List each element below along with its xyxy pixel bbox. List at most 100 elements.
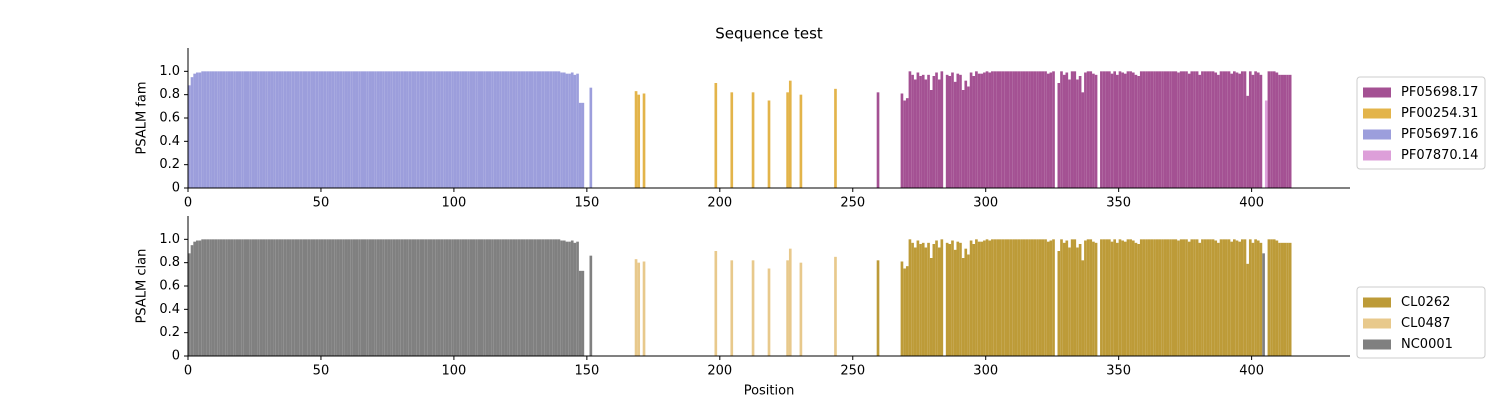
bar	[291, 71, 295, 188]
bar	[198, 72, 202, 188]
bar	[262, 239, 266, 356]
bar	[445, 239, 449, 356]
bar	[999, 71, 1002, 188]
bar	[1068, 247, 1071, 356]
bar	[472, 71, 476, 188]
bar	[358, 71, 361, 188]
bar	[475, 71, 478, 188]
bar	[283, 71, 287, 188]
bar	[903, 100, 906, 188]
bar	[363, 71, 367, 188]
bar	[1217, 242, 1220, 356]
bar	[1275, 240, 1279, 356]
bar	[493, 239, 497, 356]
bar	[570, 240, 574, 356]
bar	[1240, 239, 1244, 356]
bar	[786, 260, 789, 356]
bar	[953, 249, 957, 356]
bar	[1030, 239, 1034, 356]
bar	[911, 74, 914, 188]
bar	[1084, 72, 1087, 188]
bar	[461, 239, 465, 356]
bar	[241, 239, 244, 356]
bar	[983, 240, 986, 356]
bar	[905, 266, 909, 356]
bar	[1145, 239, 1148, 356]
bar	[1238, 73, 1241, 188]
bar	[1001, 239, 1005, 356]
x-tick-label: 300	[973, 364, 998, 379]
bar	[1254, 239, 1257, 356]
bar	[190, 77, 194, 188]
y-axis-label: PSALM fam	[135, 81, 150, 154]
bar	[1235, 72, 1239, 188]
bar	[531, 71, 534, 188]
bar	[1092, 73, 1095, 188]
bar	[1179, 71, 1183, 188]
bar	[230, 239, 234, 356]
bar	[451, 71, 454, 188]
bar	[400, 71, 404, 188]
bar	[1246, 263, 1249, 356]
bar	[581, 270, 585, 356]
bar	[310, 71, 313, 188]
bar	[991, 239, 994, 356]
bar	[318, 239, 321, 356]
bar	[1044, 71, 1047, 188]
bar	[1060, 239, 1063, 356]
bar	[959, 242, 962, 356]
legend-box	[1356, 76, 1486, 170]
bar	[1283, 74, 1287, 188]
bar	[573, 242, 577, 356]
bar	[1182, 71, 1186, 188]
bar	[578, 270, 582, 356]
bar	[427, 71, 430, 188]
bar	[937, 79, 941, 188]
bar	[350, 239, 353, 356]
bar	[975, 71, 978, 188]
bar	[403, 71, 407, 188]
bar	[1187, 73, 1191, 188]
bar	[227, 239, 231, 356]
bar	[331, 71, 335, 188]
bar	[328, 239, 332, 356]
legend-swatch	[1363, 318, 1391, 329]
bar	[1161, 71, 1164, 188]
bar	[1012, 71, 1015, 188]
bar	[552, 239, 555, 356]
bar	[977, 241, 981, 356]
bar	[509, 71, 513, 188]
bar	[1169, 71, 1172, 188]
bar	[961, 90, 965, 188]
bar	[315, 71, 319, 188]
bar	[294, 239, 298, 356]
bar	[323, 71, 327, 188]
bar	[517, 239, 521, 356]
bar	[544, 239, 547, 356]
bar	[195, 72, 199, 188]
bar	[294, 71, 298, 188]
bar	[203, 239, 207, 356]
bar	[927, 74, 930, 188]
bar	[1214, 72, 1218, 188]
bar	[977, 73, 981, 188]
bar	[368, 239, 372, 356]
x-tick-label: 150	[574, 364, 599, 379]
bar	[523, 71, 526, 188]
bar	[546, 71, 550, 188]
bar	[1116, 74, 1119, 188]
bar	[937, 247, 941, 356]
bar	[1230, 73, 1234, 188]
bar	[1044, 239, 1047, 356]
x-axis-label: Position	[744, 384, 795, 399]
bar	[980, 241, 984, 356]
bar	[1288, 242, 1292, 356]
bar	[1243, 71, 1247, 188]
bar	[1254, 71, 1257, 188]
bar	[286, 71, 290, 188]
bar	[1264, 100, 1268, 188]
bar	[1006, 239, 1010, 356]
legend-label: PF05697.16	[1401, 127, 1478, 142]
bar	[983, 72, 986, 188]
bar	[206, 71, 210, 188]
